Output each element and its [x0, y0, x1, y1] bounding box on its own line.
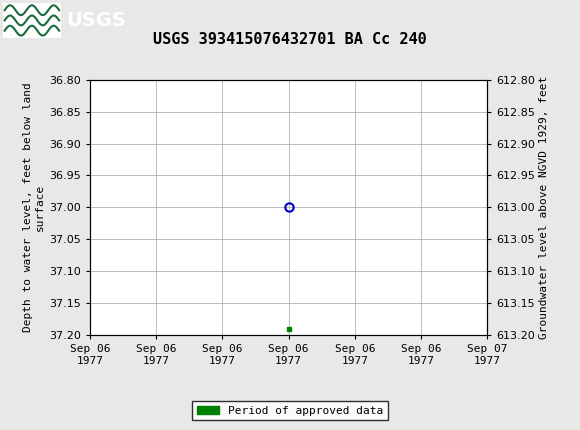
Bar: [3, 3, 61, 37]
Legend: Period of approved data: Period of approved data: [193, 401, 387, 420]
Text: USGS 393415076432701 BA Cc 240: USGS 393415076432701 BA Cc 240: [153, 32, 427, 47]
Y-axis label: Depth to water level, feet below land
surface: Depth to water level, feet below land su…: [23, 83, 45, 332]
Y-axis label: Groundwater level above NGVD 1929, feet: Groundwater level above NGVD 1929, feet: [539, 76, 549, 339]
Text: USGS: USGS: [67, 11, 126, 30]
